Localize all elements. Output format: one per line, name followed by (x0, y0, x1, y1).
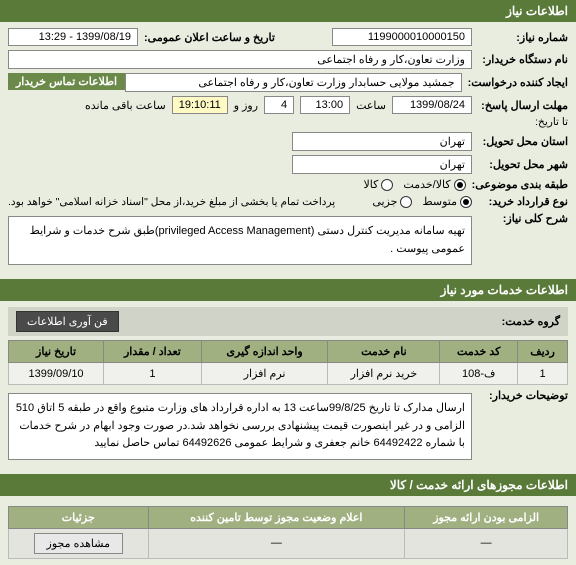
th-qty: تعداد / مقدار (104, 341, 202, 363)
form-service-info: گروه خدمت: فن آوری اطلاعات ردیف کد خدمت … (0, 301, 576, 474)
radio-group-category: کالا/خدمت کالا (364, 178, 466, 191)
section-header-auth-info: اطلاعات مجوزهای ارائه خدمت / کالا (0, 474, 576, 496)
sub-header-buyer-contact[interactable]: اطلاعات تماس خریدار (8, 73, 125, 90)
radio-service[interactable] (454, 179, 466, 191)
cell-index: 1 (518, 363, 568, 385)
field-deadline-hour: 13:00 (300, 96, 350, 114)
field-province: تهران (292, 132, 472, 151)
label-city: شهر محل تحویل: (478, 158, 568, 171)
label-reply-deadline: مهلت ارسال پاسخ: (478, 99, 568, 112)
radio-label-low: جزیی (372, 195, 397, 208)
th-code: کد خدمت (440, 341, 518, 363)
label-day: روز و (234, 99, 258, 112)
cell-date: 1399/09/10 (9, 363, 104, 385)
label-general-desc: شرح کلی نیاز: (478, 212, 568, 225)
label-service-group: گروه خدمت: (502, 316, 560, 328)
field-city: تهران (292, 155, 472, 174)
field-deadline-date: 1399/08/24 (392, 96, 472, 114)
th-name: نام خدمت (328, 341, 440, 363)
radio-group-contract: متوسط جزیی (372, 195, 472, 208)
label-creator: ایجاد کننده درخواست: (468, 76, 568, 89)
label-contract-type: نوع قرارداد خرید: (478, 195, 568, 208)
cell-code: ف-108 (440, 363, 518, 385)
view-auth-button[interactable]: مشاهده مجوز (34, 533, 123, 554)
field-announce-datetime: 1399/08/19 - 13:29 (8, 28, 138, 46)
field-buyer-notes: ارسال مدارک تا تاریخ 99/8/25ساعت 13 به ا… (8, 393, 472, 460)
cell-name: خرید نرم افزار (328, 363, 440, 385)
cell-qty: 1 (104, 363, 202, 385)
radio-goods[interactable] (381, 179, 393, 191)
field-creator: جمشید مولایی حسابدار وزارت تعاون،کار و ر… (125, 73, 462, 92)
cell-status: — (148, 528, 405, 558)
th-index: ردیف (518, 341, 568, 363)
table-row: 1 ف-108 خرید نرم افزار نرم افزار 1 1399/… (9, 363, 568, 385)
label-buyer-notes: توضیحات خریدار: (478, 389, 568, 402)
label-need-number: شماره نیاز: (478, 31, 568, 44)
form-need-info: شماره نیاز: 1199000010000150 تاریخ و ساع… (0, 22, 576, 279)
table-row: — — مشاهده مجوز (9, 528, 568, 558)
form-auth-info: الزامی بودن ارائه مجوز اعلام وضعیت مجوز … (0, 496, 576, 565)
th-details: جزئیات (9, 506, 149, 528)
label-hour: ساعت (356, 99, 386, 112)
cell-action: مشاهده مجوز (9, 528, 149, 558)
field-buyer-org: وزارت تعاون،کار و رفاه اجتماعی (8, 50, 472, 69)
radio-label-goods: کالا (364, 178, 379, 191)
field-days-left: 4 (264, 96, 294, 114)
field-general-desc: تهیه سامانه مدیریت کنترل دستی (privilege… (8, 216, 472, 265)
label-category: طبقه بندی موضوعی: (472, 178, 568, 191)
service-table: ردیف کد خدمت نام خدمت واحد اندازه گیری ت… (8, 340, 568, 385)
radio-mid[interactable] (460, 196, 472, 208)
cell-unit: نرم افزار (201, 363, 328, 385)
radio-label-service: کالا/خدمت (403, 178, 450, 191)
label-payment-note: پرداخت تمام یا بخشی از مبلغ خرید،از محل … (8, 196, 335, 208)
label-remaining: ساعت باقی مانده (85, 99, 166, 112)
cell-mandatory: — (405, 528, 568, 558)
th-date: تاریخ نیاز (9, 341, 104, 363)
radio-low[interactable] (400, 196, 412, 208)
th-status: اعلام وضعیت مجوز توسط تامین کننده (148, 506, 405, 528)
label-buyer-org: نام دستگاه خریدار: (478, 53, 568, 66)
th-unit: واحد اندازه گیری (201, 341, 328, 363)
field-time-left: 19:10:11 (172, 96, 228, 114)
service-group-button[interactable]: فن آوری اطلاعات (16, 311, 119, 332)
label-province: استان محل تحویل: (478, 135, 568, 148)
section-header-need-info: اطلاعات نیاز (0, 0, 576, 22)
radio-label-mid: متوسط (422, 195, 457, 208)
label-to-date: تا تاریخ: (478, 116, 568, 128)
section-header-service-info: اطلاعات خدمات مورد نیاز (0, 279, 576, 301)
th-mandatory: الزامی بودن ارائه مجوز (405, 506, 568, 528)
auth-table: الزامی بودن ارائه مجوز اعلام وضعیت مجوز … (8, 506, 568, 559)
label-announce-datetime: تاریخ و ساعت اعلان عمومی: (144, 31, 275, 44)
field-need-number: 1199000010000150 (332, 28, 472, 46)
